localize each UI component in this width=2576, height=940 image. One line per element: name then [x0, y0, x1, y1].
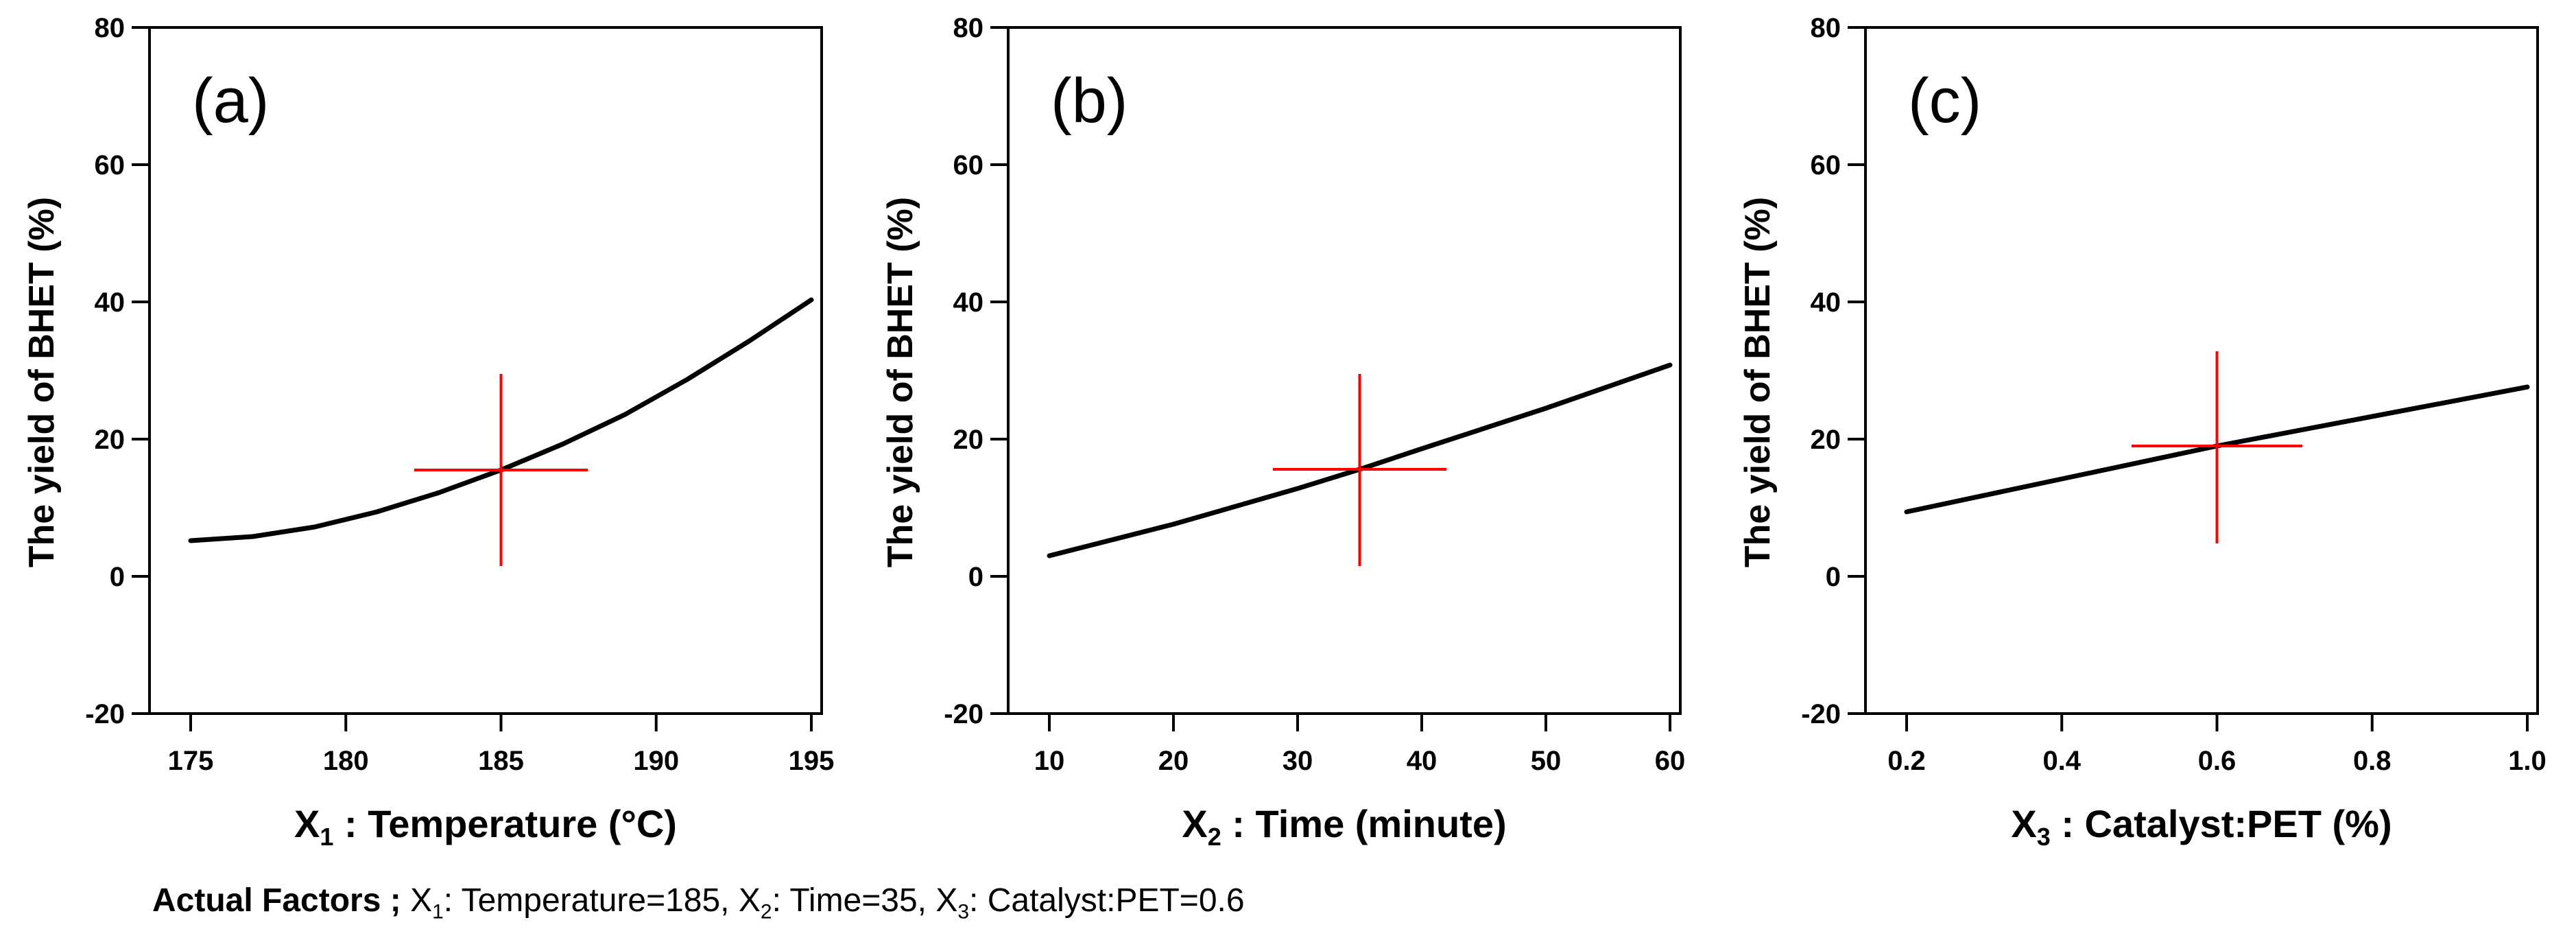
panel-c: -20 0 20 40 60 80 0.2 0.4 0.6 0.8 1.0 The yield of …	[1738, 13, 2547, 851]
y-tick-label: 60	[1811, 150, 1841, 180]
y-tick-label: 0	[968, 562, 983, 592]
x-tick-label: 1.0	[2508, 746, 2547, 776]
y-tick-label: 80	[95, 13, 126, 43]
panel-label: (a)	[192, 66, 269, 136]
x-tick-label: 195	[789, 746, 835, 776]
x-axis-title: X1 : Temperature (°C)	[294, 802, 677, 851]
x-tick-label: 175	[168, 746, 214, 776]
x-axis-title-var: X	[2011, 802, 2036, 845]
x-axis-title-text: : Catalyst:PET (%)	[2051, 802, 2392, 845]
y-axis-title: The yield of BHET (%)	[1738, 197, 1778, 567]
x-tick-label: 0.8	[2353, 746, 2392, 776]
y-tick-label: 60	[953, 150, 984, 180]
actual-factors-note: Actual Factors ; X1: Temperature=185, X2…	[152, 882, 1245, 924]
footer-factor-x2: X2: Time=35,	[738, 882, 936, 924]
y-tick-label: 80	[1811, 13, 1841, 43]
x-tick-label: 185	[478, 746, 524, 776]
x-tick-label: 30	[1283, 746, 1313, 776]
x-axis-title-subscript: 1	[320, 823, 333, 851]
y-tick-label: 20	[953, 425, 984, 455]
y-tick-label: 20	[95, 425, 126, 455]
x-axis-title: X3 : Catalyst:PET (%)	[2011, 802, 2392, 851]
actual-factors-label: Actual Factors ;	[152, 882, 401, 919]
x-tick-label: 50	[1531, 746, 1562, 776]
x-tick-label: 60	[1655, 746, 1686, 776]
x-tick-label: 20	[1158, 746, 1189, 776]
plot-frame	[148, 26, 823, 715]
x-axis-title: X2 : Time (minute)	[1182, 802, 1506, 851]
x-tick-label: 0.4	[2042, 746, 2081, 776]
y-tick-label: 40	[1811, 287, 1841, 318]
footer-factor-x1: X1: Temperature=185,	[410, 882, 739, 924]
x-tick-label: 190	[633, 746, 679, 776]
x-axis-title-subscript: 2	[1208, 823, 1221, 851]
y-tick-label: 0	[1826, 562, 1841, 592]
x-axis-title-subscript: 3	[2037, 823, 2051, 851]
y-tick-label: 60	[95, 150, 126, 180]
plot-frame	[1007, 26, 1682, 715]
x-axis-title-var: X	[1182, 802, 1207, 845]
y-tick-label: -20	[85, 699, 125, 729]
y-tick-label: 40	[953, 287, 984, 318]
panel-label: (b)	[1051, 66, 1128, 136]
panel-b: -20 0 20 40 60 80 10 20 30 40 50 60 The yield of BHE…	[881, 13, 1685, 851]
x-tick-label: 10	[1034, 746, 1065, 776]
y-tick-label: -20	[1801, 699, 1841, 729]
x-tick-label: 0.2	[1887, 746, 1926, 776]
plot-frame	[1864, 26, 2539, 715]
x-axis-title-text: : Time (minute)	[1221, 802, 1507, 845]
panel-label: (c)	[1908, 66, 1981, 136]
y-tick-label: -20	[944, 699, 983, 729]
y-tick-label: 0	[110, 562, 125, 592]
y-tick-label: 20	[1811, 425, 1841, 455]
x-tick-label: 180	[323, 746, 369, 776]
y-axis-title: The yield of BHET (%)	[22, 197, 62, 567]
x-tick-label: 0.6	[2198, 746, 2237, 776]
panel-a: -20 0 20 40 60 80 175 180 185 190 195 The yield of …	[22, 13, 834, 851]
x-axis-title-var: X	[294, 802, 320, 845]
x-tick-label: 40	[1407, 746, 1438, 776]
y-axis-title: The yield of BHET (%)	[881, 197, 920, 567]
x-axis-title-text: : Temperature (°C)	[333, 802, 677, 845]
footer-factor-x3: X3: Catalyst:PET=0.6	[935, 882, 1245, 924]
y-tick-label: 80	[953, 13, 984, 43]
y-tick-label: 40	[95, 287, 126, 318]
